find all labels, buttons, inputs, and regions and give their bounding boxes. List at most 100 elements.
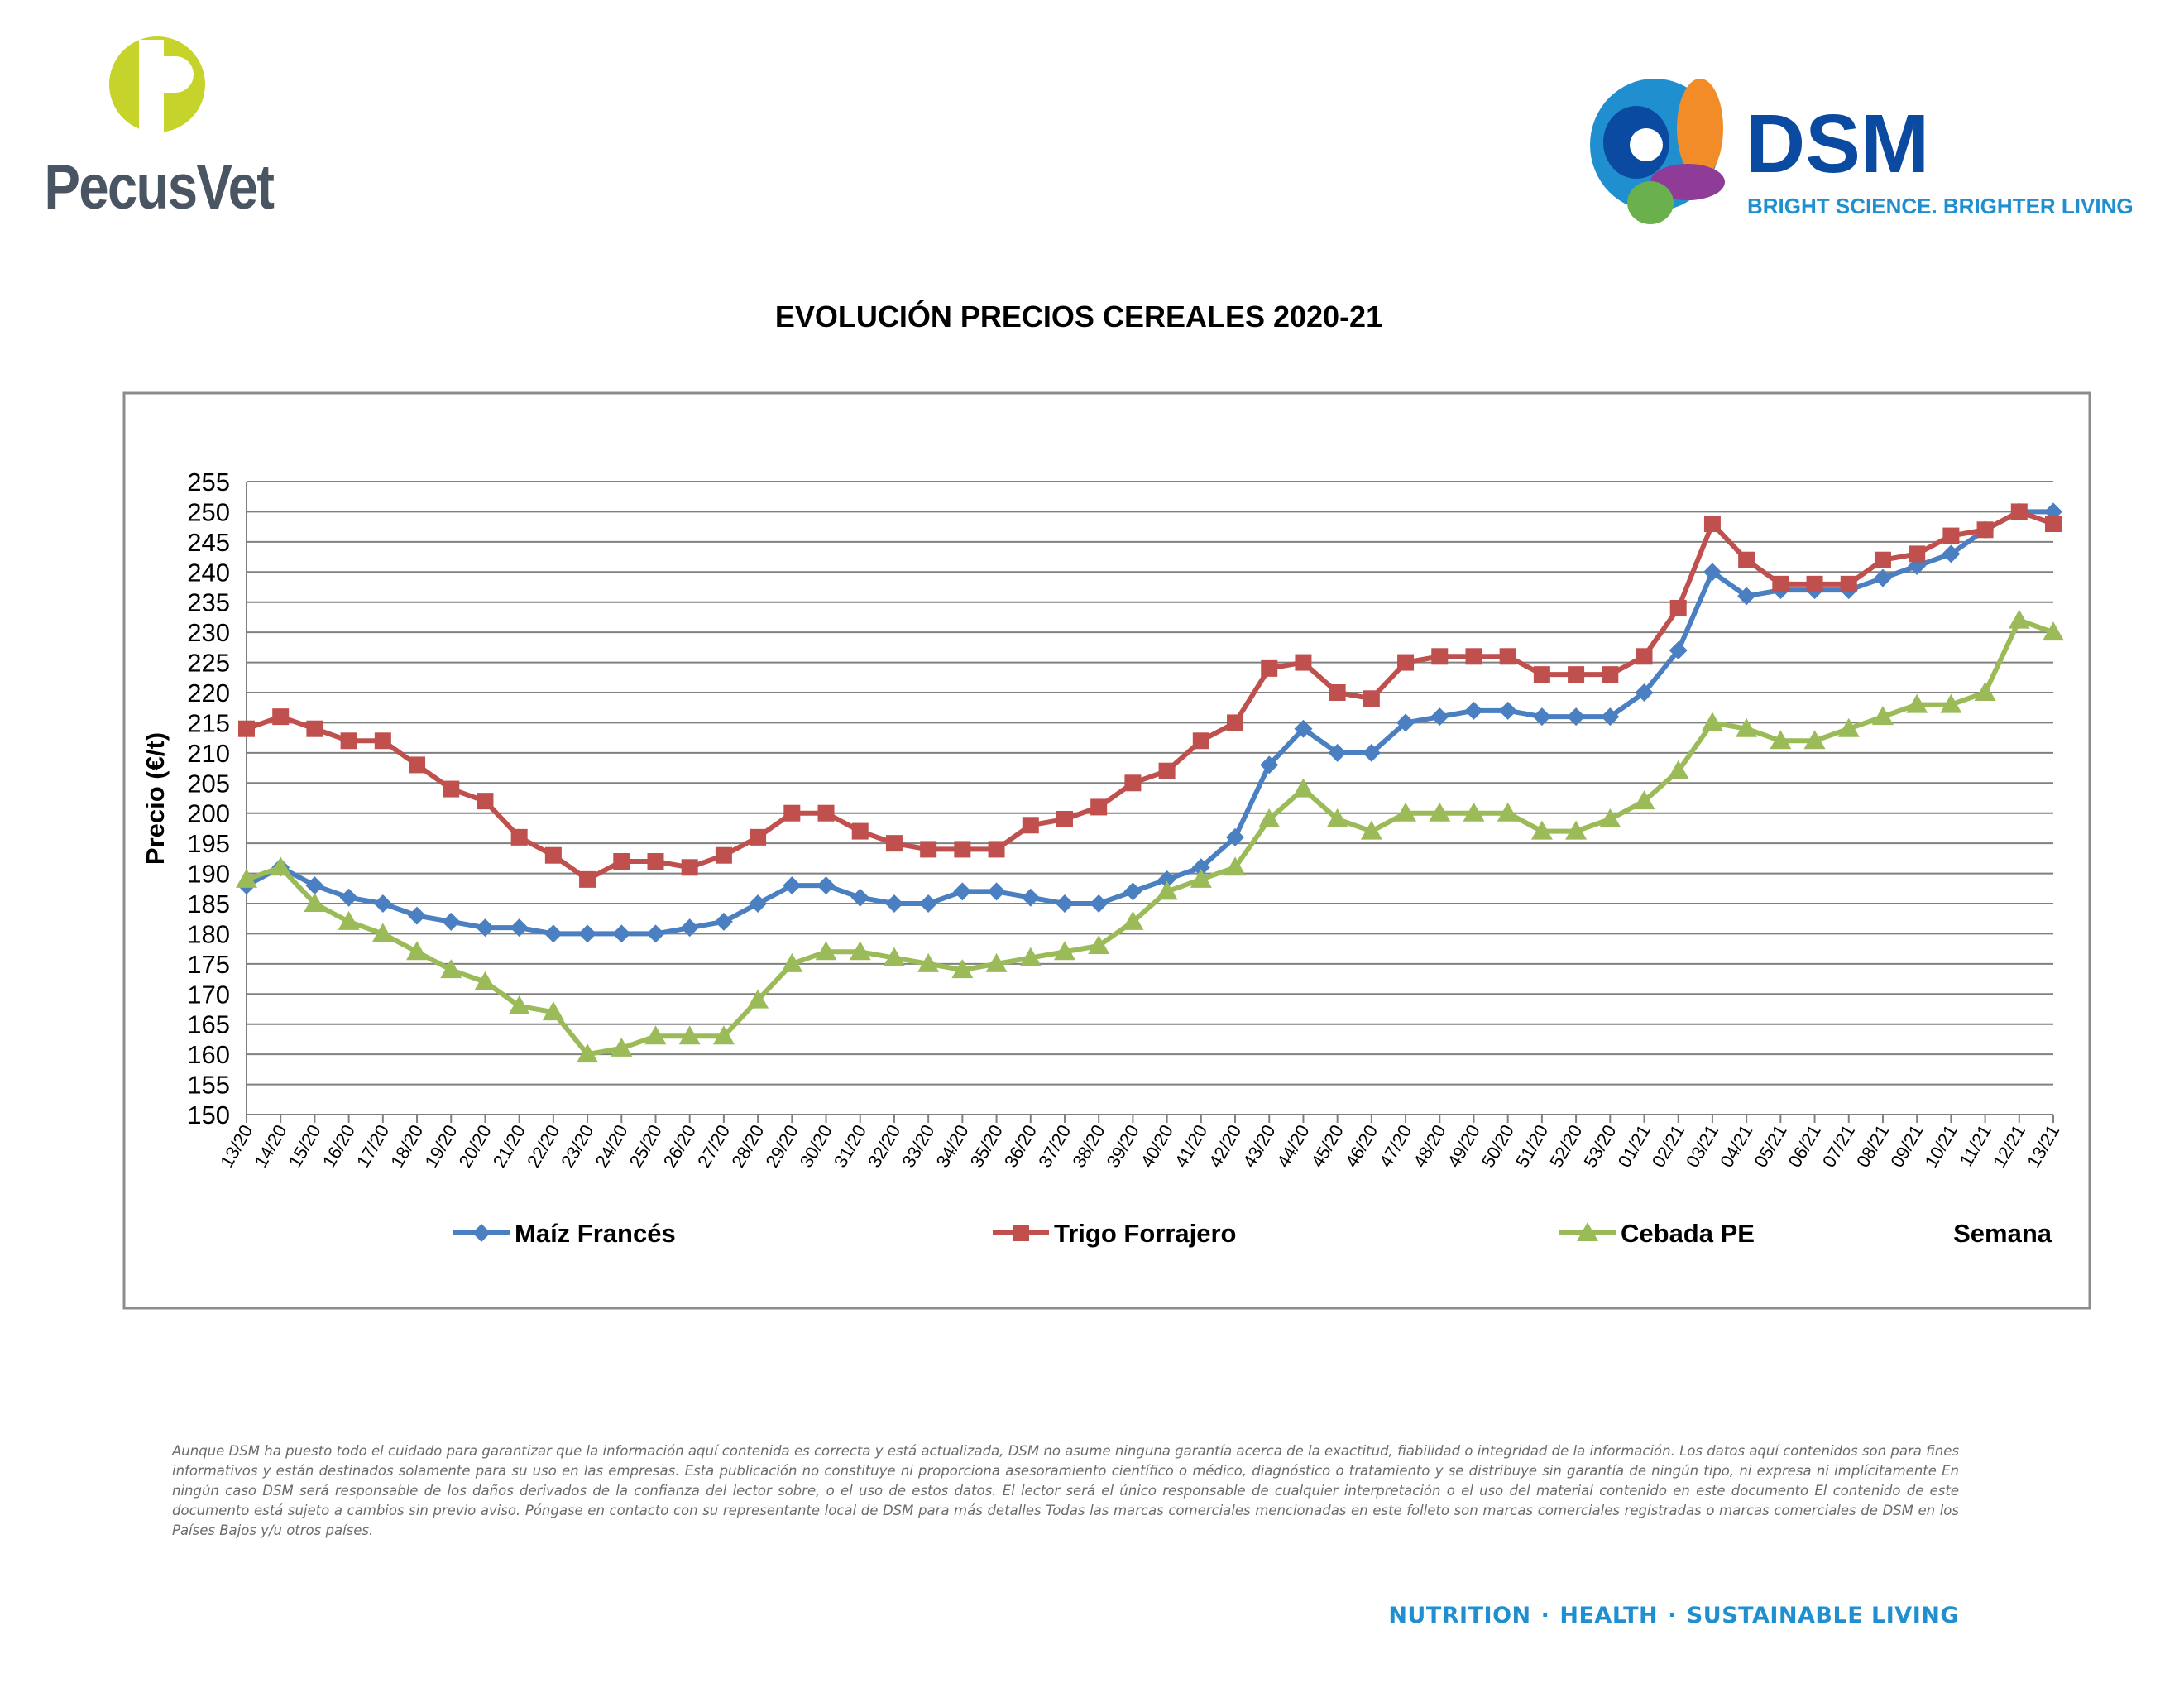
data-point — [1669, 600, 1687, 616]
data-point — [508, 995, 530, 1014]
data-point — [1874, 551, 1891, 568]
data-point — [1192, 732, 1209, 750]
data-point — [238, 720, 255, 737]
data-point — [338, 910, 360, 930]
tagline-separator: · — [1540, 1603, 1550, 1628]
data-point — [1258, 808, 1281, 827]
data-point — [1326, 808, 1348, 827]
data-point — [1261, 659, 1278, 677]
gridlines — [247, 481, 2053, 1086]
y-tick-label: 170 — [187, 980, 230, 1009]
data-point — [1942, 527, 1960, 544]
y-tick-label: 195 — [187, 829, 230, 858]
y-tick-label: 180 — [187, 919, 230, 948]
legend-marker — [472, 1224, 491, 1242]
data-point — [712, 1025, 735, 1045]
data-point — [579, 870, 596, 888]
data-point — [442, 912, 461, 931]
data-point — [1532, 707, 1551, 727]
pecusvet-name: PecusVet — [44, 152, 274, 223]
data-point — [612, 924, 631, 943]
data-point — [1056, 811, 1073, 827]
data-point — [1053, 941, 1075, 961]
data-point — [2044, 502, 2062, 521]
legend-marker — [1013, 1225, 1029, 1241]
dsm-logo: DSM BRIGHT SCIENCE. BRIGHTER LIVING. — [1590, 79, 2134, 224]
data-point — [1703, 516, 1721, 532]
data-point — [1840, 575, 1857, 592]
data-point — [954, 841, 971, 858]
y-tick-label: 155 — [187, 1071, 230, 1100]
data-point — [715, 846, 732, 864]
data-point — [1123, 882, 1142, 901]
chart-frame — [122, 391, 2091, 1310]
data-point — [987, 882, 1006, 901]
data-point — [544, 846, 562, 864]
chart-title: EVOLUCIÓN PRECIOS CEREALES 2020-21 — [775, 299, 1382, 333]
data-point — [1837, 717, 1860, 737]
data-point — [1292, 778, 1315, 798]
data-point — [1227, 714, 1244, 731]
data-point — [1567, 707, 1586, 727]
data-point — [2043, 621, 2064, 641]
pecusvet-logo: P PecusVet — [44, 36, 275, 223]
data-point — [611, 1037, 633, 1057]
data-point — [1465, 648, 1482, 665]
dsm-name: DSM — [1746, 98, 1929, 190]
tagline-separator: · — [1668, 1603, 1677, 1628]
data-point — [1295, 654, 1312, 671]
data-point — [1635, 683, 1654, 702]
data-point — [1329, 684, 1346, 701]
data-point — [747, 989, 769, 1009]
data-point — [680, 918, 699, 938]
data-point — [1669, 641, 1688, 659]
data-point — [305, 876, 324, 895]
data-point — [1976, 521, 1994, 539]
tagline-health: HEALTH — [1559, 1603, 1659, 1628]
y-tick-label: 210 — [187, 739, 230, 768]
data-point — [1226, 827, 1245, 846]
data-point — [1873, 568, 1892, 587]
data-point — [443, 780, 460, 798]
y-tick-label: 255 — [187, 468, 230, 496]
data-point — [988, 841, 1005, 858]
data-point — [1019, 947, 1042, 966]
data-point — [578, 924, 597, 943]
data-point — [1871, 706, 1894, 726]
y-tick-label: 200 — [187, 799, 230, 828]
y-tick-label: 205 — [187, 769, 230, 798]
y-tick-label: 220 — [187, 679, 230, 707]
legend-label: Maíz Francés — [515, 1219, 676, 1248]
series-lines — [236, 502, 2064, 1063]
data-point — [884, 894, 903, 913]
dsm-slogan: BRIGHT SCIENCE. BRIGHTER LIVING. — [1747, 194, 2134, 218]
y-tick-label: 190 — [187, 860, 230, 889]
data-point — [1533, 666, 1550, 683]
data-point — [815, 941, 837, 961]
tagline-sustainable-living: SUSTAINABLE LIVING — [1686, 1603, 1959, 1628]
data-point — [2045, 516, 2062, 532]
data-point — [1158, 762, 1176, 779]
data-point — [750, 828, 767, 846]
data-point — [1772, 575, 1789, 592]
data-point — [1328, 743, 1347, 762]
data-point — [1088, 935, 1110, 954]
data-point — [920, 841, 937, 858]
data-point — [1737, 587, 1756, 606]
data-point — [306, 720, 323, 737]
data-point — [1431, 648, 1449, 665]
y-axis-label: Precio (€/t) — [141, 732, 170, 865]
data-point — [1055, 894, 1074, 913]
data-point — [270, 856, 292, 876]
data-point — [1602, 666, 1619, 683]
data-point — [1224, 856, 1247, 876]
data-point — [985, 952, 1008, 972]
data-point — [1090, 798, 1108, 816]
y-tick-label: 245 — [187, 528, 230, 557]
data-point — [678, 1025, 701, 1045]
data-point — [953, 882, 972, 901]
data-point — [749, 894, 768, 913]
data-point — [1360, 820, 1382, 840]
data-point — [817, 876, 836, 895]
data-point — [613, 853, 630, 870]
